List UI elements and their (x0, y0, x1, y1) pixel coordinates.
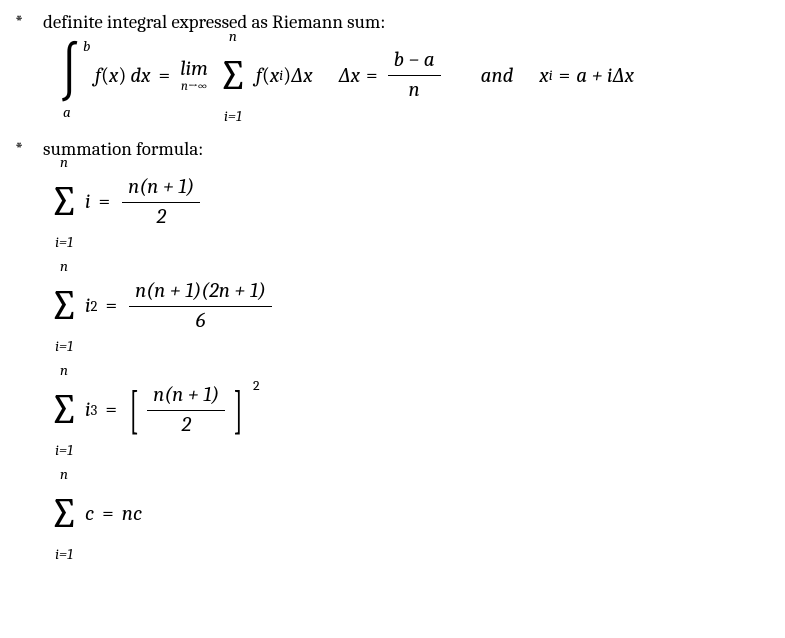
integral-lower: a (63, 103, 71, 121)
dx-frac-num: b − a (388, 48, 441, 73)
sum3-lower: i=1 (55, 441, 73, 459)
eq3: = (559, 64, 571, 88)
riemann-formula: ∫ b a f(x) dx = lim n→∞ n ∑ i=1 f(xi)∆x … (59, 45, 770, 107)
sum3-symbol: n ∑ i=1 (43, 379, 85, 441)
xi-def: xi = a + i∆x (539, 64, 634, 88)
sum-c-formula: n ∑ i=1 c = nc (43, 483, 770, 545)
summand: f(xi)∆x (256, 64, 313, 88)
sum-lower: i=1 (224, 107, 242, 125)
sum2-den: 6 (190, 309, 212, 334)
eq2: = (366, 64, 378, 88)
bullet-star: * (15, 10, 43, 35)
sum4-rhs: nc (122, 502, 142, 526)
sum3-den: 2 (175, 413, 197, 438)
sum-upper: n (229, 27, 237, 45)
sum1-eq: = (99, 190, 111, 214)
sum2-eq: = (105, 294, 117, 318)
sum4-term: c (85, 502, 94, 526)
sum3-frac: n(n + 1) 2 (147, 383, 225, 438)
limit-text: lim (180, 57, 208, 81)
sum4-eq: = (102, 502, 114, 526)
sum-symbol: n ∑ i=1 (212, 45, 254, 107)
limit: lim n→∞ (180, 57, 208, 94)
sum3-br-exp: 2 (253, 377, 260, 394)
sum4-upper: n (60, 465, 68, 483)
sum1-symbol: n ∑ i=1 (43, 171, 85, 233)
fxi-x: x (270, 64, 279, 88)
sum1-lower: i=1 (55, 233, 73, 251)
sum1-upper: n (60, 153, 68, 171)
dx: dx (130, 64, 150, 88)
sum3-bracket: [ n(n + 1) 2 ] 2 (125, 383, 248, 438)
sum2-frac: n(n + 1)(2n + 1) 6 (129, 279, 272, 334)
integrand: f(x) dx (95, 64, 151, 88)
sum2-lower: i=1 (55, 337, 73, 355)
sum3-eq: = (105, 398, 117, 422)
sum3-num: n(n + 1) (147, 383, 225, 408)
and-word: and (481, 64, 514, 88)
sum2-exp: 2 (91, 298, 98, 315)
sum3-exp: 3 (91, 402, 98, 419)
sum-i-formula: n ∑ i=1 i = n(n + 1) 2 (43, 171, 770, 233)
bullet-summation: * summation formula: (15, 137, 770, 162)
sum4-symbol: n ∑ i=1 (43, 483, 85, 545)
sum-i3-formula: n ∑ i=1 i3 = [ n(n + 1) 2 ] 2 (43, 379, 770, 441)
sum2-symbol: n ∑ i=1 (43, 275, 85, 337)
limit-sub: n→∞ (181, 79, 207, 94)
bullet-riemann-text: definite integral expressed as Riemann s… (43, 10, 385, 35)
eq1: = (159, 64, 171, 88)
dx-fraction: b − a n (388, 48, 441, 103)
delta-x-2: ∆x (339, 64, 360, 88)
integral-upper: b (83, 37, 90, 55)
sum2-upper: n (60, 257, 68, 275)
dx-frac-den: n (403, 78, 426, 103)
bullet-riemann: * definite integral expressed as Riemann… (15, 10, 770, 35)
sum1-num: n(n + 1) (122, 175, 200, 200)
xi-i: i (549, 67, 553, 84)
sum-i2-formula: n ∑ i=1 i2 = n(n + 1)(2n + 1) 6 (43, 275, 770, 337)
sum1-den: 2 (150, 205, 172, 230)
delta-x-def: ∆x = b − a n (339, 48, 445, 103)
integrand-x: x (109, 64, 118, 88)
sum2-num: n(n + 1)(2n + 1) (129, 279, 272, 304)
integral-symbol: ∫ b a (59, 45, 95, 107)
xi-x: x (539, 64, 548, 88)
sum4-lower: i=1 (55, 545, 73, 563)
xi-rhs: a + i∆x (576, 64, 634, 88)
delta-x-1: ∆x (291, 64, 312, 88)
sum1-frac: n(n + 1) 2 (122, 175, 200, 230)
bullet-star-2: * (15, 137, 43, 162)
sum3-upper: n (60, 361, 68, 379)
sum1-term: i (85, 190, 91, 214)
